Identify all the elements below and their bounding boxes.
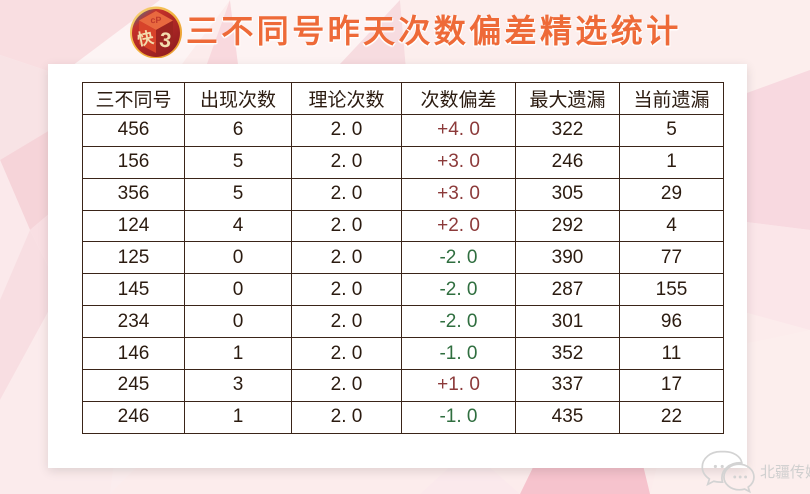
svg-text:cP: cP [150, 15, 161, 25]
